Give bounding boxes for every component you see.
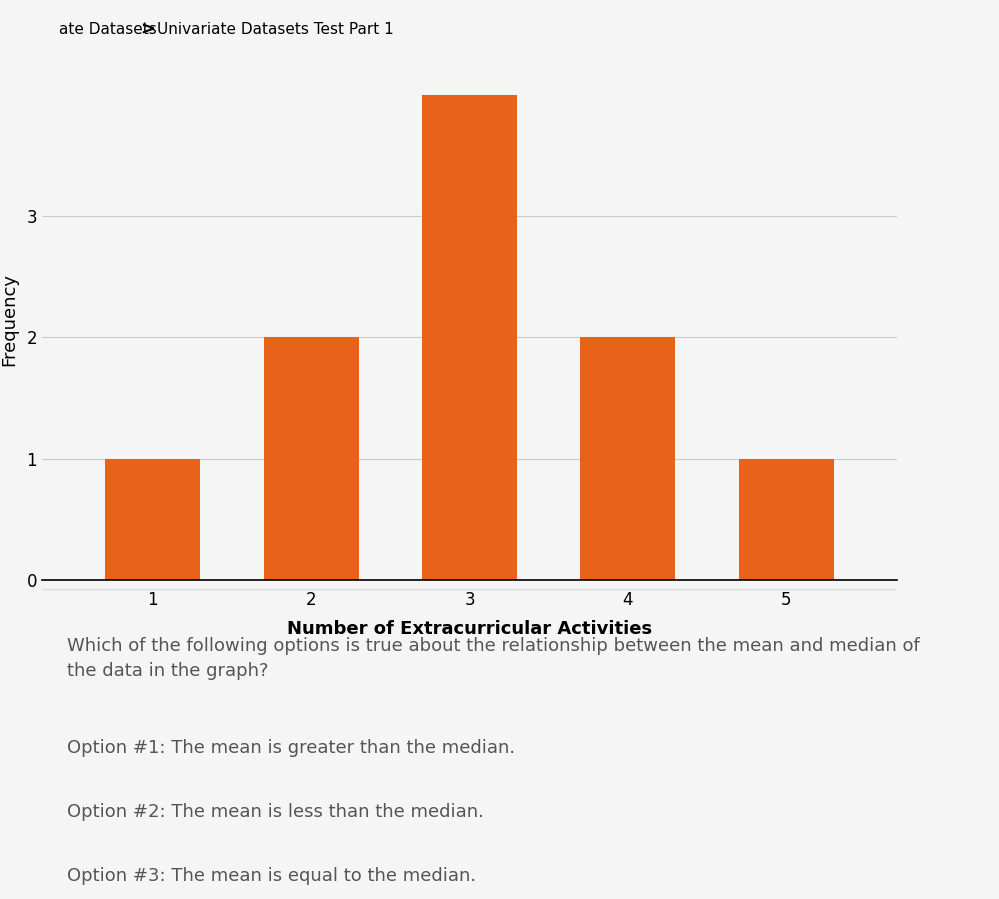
Bar [105, 458, 200, 580]
Bar [739, 458, 834, 580]
Bar [264, 337, 359, 580]
Text: Which of the following options is true about the relationship between the mean a: Which of the following options is true a… [68, 637, 920, 681]
Text: Univariate Datasets Test Part 1: Univariate Datasets Test Part 1 [157, 22, 394, 37]
Text: >: > [140, 20, 155, 39]
Text: Option #1: The mean is greater than the median.: Option #1: The mean is greater than the … [68, 739, 515, 758]
Bar [422, 94, 517, 580]
X-axis label: Number of Extracurricular Activities: Number of Extracurricular Activities [287, 620, 652, 638]
Text: Option #2: The mean is less than the median.: Option #2: The mean is less than the med… [68, 804, 485, 822]
Text: Option #3: The mean is equal to the median.: Option #3: The mean is equal to the medi… [68, 867, 477, 886]
Y-axis label: Frequency: Frequency [0, 272, 18, 366]
Bar [580, 337, 675, 580]
Text: ate Datasets: ate Datasets [59, 22, 157, 37]
